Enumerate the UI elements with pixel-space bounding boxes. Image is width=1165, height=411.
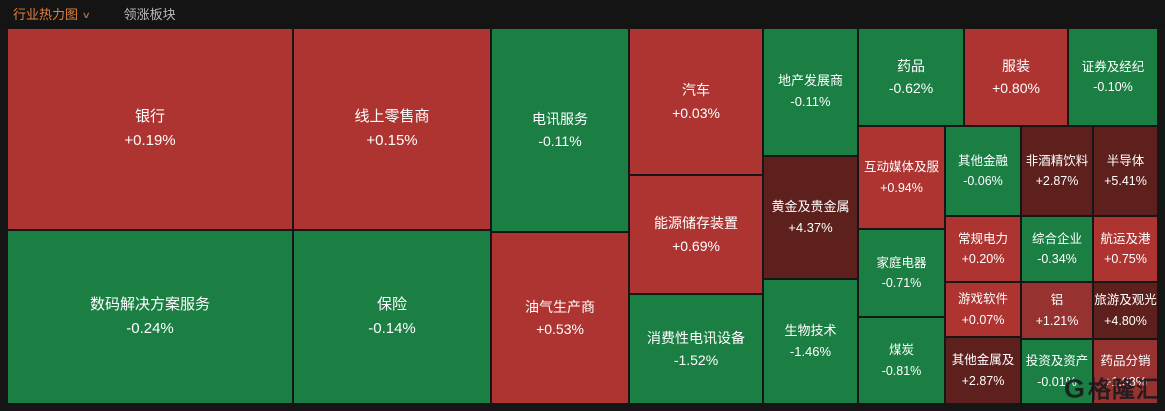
tab-industry-heatmap[interactable]: 行业热力图 ∨ [13, 6, 91, 22]
sector-name: 电讯服务 [532, 110, 588, 127]
sector-tile[interactable]: 银行 +0.19% [8, 29, 292, 229]
sector-tile[interactable]: 汽车 +0.03% [630, 29, 762, 174]
sector-tile[interactable]: 生物技术 -1.46% [764, 280, 857, 403]
sector-change: +2.87% [1035, 174, 1079, 188]
sector-name: 半导体 [1106, 153, 1145, 168]
sector-change: +1.98% [1104, 374, 1147, 389]
sector-tile[interactable]: 综合企业 -0.34% [1022, 217, 1092, 281]
sector-change: +0.20% [961, 252, 1005, 266]
sector-name: 银行 [134, 108, 165, 126]
sector-name: 铝 [1050, 293, 1064, 308]
sector-change: +2.87% [961, 373, 1005, 388]
sector-name: 消费性电讯设备 [647, 329, 745, 346]
sector-tile[interactable]: 其他金融 -0.06% [946, 127, 1020, 215]
sector-change: -0.01% [1037, 374, 1077, 389]
sector-name: 其他金融 [957, 153, 1008, 168]
sector-name: 地产发展商 [777, 73, 843, 89]
sector-name: 能源储存装置 [654, 215, 738, 232]
sector-tile[interactable]: 油气生产商 +0.53% [492, 233, 628, 403]
sector-tile[interactable]: 线上零售商 +0.15% [294, 29, 490, 229]
sector-name: 煤炭 [888, 343, 914, 358]
sector-change: -1.46% [789, 343, 832, 359]
sector-tile[interactable]: 药品分销 +1.98% [1094, 340, 1157, 403]
sector-name: 证券及经纪 [1081, 59, 1145, 74]
sector-name: 游戏软件 [957, 292, 1008, 307]
sector-tile[interactable]: 黄金及贵金属 +4.37% [764, 157, 857, 278]
sector-tile[interactable]: 服装 +0.80% [965, 29, 1067, 125]
tab-leading-sectors-label: 领涨板块 [123, 6, 176, 22]
sector-name: 其他金属及 [951, 353, 1015, 368]
sector-change: +0.15% [366, 132, 418, 149]
sector-tile[interactable]: 其他金属及 +2.87% [946, 338, 1020, 403]
sector-name: 互动媒体及服 [863, 160, 939, 175]
sector-change: +0.07% [961, 312, 1005, 327]
sector-change: -0.81% [881, 363, 922, 378]
sector-change: -0.11% [790, 94, 831, 109]
sector-change: -0.71% [881, 276, 922, 290]
sector-tile[interactable]: 电讯服务 -0.11% [492, 29, 628, 231]
sector-name: 保险 [376, 296, 407, 314]
sector-tile[interactable]: 能源储存装置 +0.69% [630, 176, 762, 293]
sector-change: +0.03% [672, 104, 720, 121]
sector-name: 旅游及观光 [1094, 293, 1157, 308]
sector-name: 药品分销 [1100, 354, 1151, 369]
sector-change: -0.14% [368, 320, 416, 337]
sector-tile[interactable]: 互动媒体及服 +0.94% [859, 127, 944, 228]
sector-name: 油气生产商 [525, 298, 595, 315]
sector-tile[interactable]: 旅游及观光 +4.80% [1094, 283, 1157, 338]
sector-change: -0.10% [1093, 80, 1133, 94]
sector-change: -0.06% [963, 174, 1003, 188]
sector-tile[interactable]: 游戏软件 +0.07% [946, 283, 1020, 336]
sector-name: 非酒精饮料 [1025, 153, 1089, 168]
sector-change: +4.80% [1104, 313, 1147, 328]
sector-change: +0.80% [992, 80, 1040, 96]
sector-tile[interactable]: 家庭电器 -0.71% [859, 230, 944, 316]
sector-name: 黄金及贵金属 [771, 198, 850, 214]
sector-name: 汽车 [682, 82, 710, 99]
sector-name: 药品 [897, 57, 925, 74]
sector-change: -1.52% [673, 352, 719, 368]
sector-tile[interactable]: 数码解决方案服务 -0.24% [8, 231, 292, 403]
sector-tile[interactable]: 保险 -0.14% [294, 231, 490, 403]
sector-tile[interactable]: 证券及经纪 -0.10% [1069, 29, 1157, 125]
sector-name: 投资及资产 [1025, 354, 1089, 369]
sector-change: +0.94% [880, 180, 923, 195]
sector-change: +0.19% [124, 132, 176, 149]
sector-change: +5.41% [1104, 174, 1147, 188]
sector-change: +0.69% [672, 237, 720, 254]
sector-tile[interactable]: 常规电力 +0.20% [946, 217, 1020, 281]
sector-change: +1.21% [1035, 313, 1079, 328]
sector-name: 数码解决方案服务 [89, 296, 210, 314]
sector-change: +4.37% [788, 219, 833, 235]
sector-name: 生物技术 [784, 322, 837, 338]
sector-tile[interactable]: 铝 +1.21% [1022, 283, 1092, 338]
sector-name: 家庭电器 [876, 255, 927, 270]
tab-leading-sectors[interactable]: 领涨板块 [124, 8, 176, 21]
sector-name: 服装 [1002, 57, 1030, 74]
tab-bar: 行业热力图 ∨ 领涨板块 [0, 0, 1165, 28]
sector-tile[interactable]: 药品 -0.62% [859, 29, 963, 125]
sector-tile[interactable]: 消费性电讯设备 -1.52% [630, 295, 762, 403]
sector-tile[interactable]: 航运及港 +0.75% [1094, 217, 1157, 281]
sector-tile[interactable]: 投资及资产 -0.01% [1022, 340, 1092, 403]
sector-change: -0.62% [888, 80, 934, 96]
sector-tile[interactable]: 煤炭 -0.81% [859, 318, 944, 403]
sector-change: -0.24% [126, 320, 174, 337]
sector-name: 常规电力 [957, 231, 1008, 246]
sector-change: +0.75% [1104, 252, 1147, 266]
sector-change: +0.53% [536, 321, 584, 337]
sector-tile[interactable]: 地产发展商 -0.11% [764, 29, 857, 155]
sector-tile[interactable]: 半导体 +5.41% [1094, 127, 1157, 215]
sector-tile[interactable]: 非酒精饮料 +2.87% [1022, 127, 1092, 215]
sector-name: 线上零售商 [354, 108, 430, 126]
sector-change: -0.11% [538, 133, 582, 149]
sector-name: 航运及港 [1100, 231, 1151, 246]
chevron-down-icon: ∨ [81, 9, 91, 20]
sector-change: -0.34% [1037, 252, 1077, 266]
sector-name: 综合企业 [1031, 231, 1082, 246]
tab-industry-heatmap-label: 行业热力图 [13, 6, 79, 22]
